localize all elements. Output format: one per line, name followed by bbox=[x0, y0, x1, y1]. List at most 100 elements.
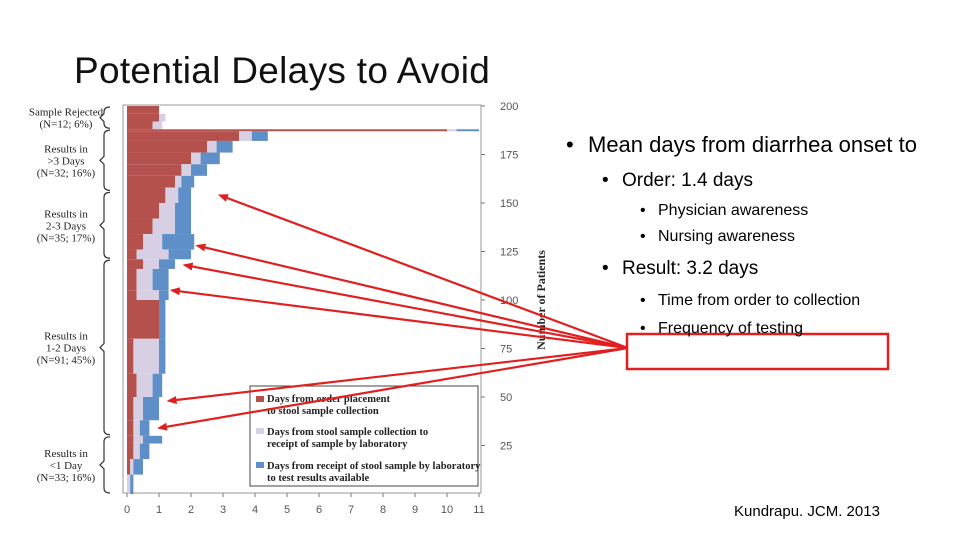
bar-lav-4 bbox=[239, 131, 252, 141]
group-brackets: Sample Rejected(N=12; 6%)Results in>3 Da… bbox=[29, 106, 111, 494]
bar-lav-12 bbox=[143, 234, 163, 250]
group-label-1-0: Results in bbox=[44, 143, 88, 155]
x-tick-label: 3 bbox=[220, 504, 226, 516]
bullet-main: Mean days from diarrhea onset to bbox=[566, 130, 946, 160]
y-axis-ticks: 25 50 75 100 125 150 175 200 bbox=[481, 101, 518, 453]
legend-label-2a: Days from stool sample collection to bbox=[267, 427, 428, 438]
legend-label-3a: Days from receipt of stool sample by lab… bbox=[267, 461, 481, 472]
x-tick-label: 2 bbox=[188, 504, 194, 516]
chart-legend: Days from order placement to stool sampl… bbox=[249, 385, 481, 487]
y-axis-label: Number of Patients bbox=[534, 250, 548, 350]
bullet-order: Order: 1.4 days bbox=[602, 168, 946, 194]
bar-blue-8 bbox=[181, 175, 195, 188]
bar-lav-2 bbox=[152, 121, 163, 130]
bar-blue-12 bbox=[162, 234, 195, 250]
bar-blue-10 bbox=[175, 203, 191, 219]
slide-title: Potential Delays to Avoid bbox=[74, 50, 491, 91]
bar-blue-17 bbox=[159, 300, 166, 339]
citation: Kundrapu. JCM. 2013 bbox=[734, 503, 880, 520]
delay-arrow-4 bbox=[166, 346, 629, 404]
bar-lav-3 bbox=[447, 129, 457, 132]
bar-red-21 bbox=[127, 420, 134, 436]
bar-red-11 bbox=[127, 218, 153, 235]
bar-red-20 bbox=[127, 397, 134, 421]
group-bracket-0 bbox=[99, 106, 111, 129]
bar-red-4 bbox=[127, 131, 239, 141]
bar-lav-6 bbox=[191, 152, 201, 165]
bar-red-12 bbox=[127, 234, 143, 250]
legend-label-3b: to test results available bbox=[267, 473, 370, 484]
group-bracket-2 bbox=[99, 191, 111, 259]
group-label-3-2: (N=91; 45%) bbox=[37, 355, 96, 367]
delay-arrow-2 bbox=[182, 262, 629, 350]
bar-red-0 bbox=[127, 106, 159, 114]
y-tick-label: 50 bbox=[500, 392, 512, 404]
bar-blue-25 bbox=[130, 474, 134, 494]
bar-red-10 bbox=[127, 203, 159, 219]
bar-lav-8 bbox=[175, 175, 182, 188]
bar-lav-1 bbox=[159, 113, 166, 122]
group-label-3-1: 1-2 Days bbox=[46, 343, 86, 355]
bar-blue-20 bbox=[143, 397, 159, 421]
y-tick-label: 25 bbox=[500, 441, 512, 453]
bullet-time-order-collection: Time from order to collection bbox=[640, 288, 946, 314]
y-tick-label: 200 bbox=[500, 101, 518, 113]
bullet-frequency-testing: Frequency of testing bbox=[640, 316, 946, 342]
bar-red-6 bbox=[127, 152, 191, 165]
x-tick-label: 8 bbox=[380, 504, 386, 516]
bar-blue-7 bbox=[191, 164, 207, 176]
bar-lav-13 bbox=[136, 249, 169, 260]
group-label-2-1: 2-3 Days bbox=[46, 220, 86, 232]
bar-lav-19 bbox=[136, 373, 153, 397]
group-label-1-1: >3 Days bbox=[47, 155, 84, 167]
group-label-0-1: (N=12; 6%) bbox=[40, 119, 93, 131]
bullet-result: Result: 3.2 days bbox=[602, 256, 946, 282]
bar-red-1 bbox=[127, 113, 159, 122]
x-tick-label: 4 bbox=[252, 504, 258, 516]
group-label-2-0: Results in bbox=[44, 208, 88, 220]
bar-blue-14 bbox=[159, 259, 175, 269]
bar-lav-14 bbox=[143, 259, 159, 269]
bar-blue-11 bbox=[175, 218, 191, 235]
group-label-3-0: Results in bbox=[44, 331, 88, 343]
bar-blue-13 bbox=[168, 249, 191, 260]
x-tick-label: 11 bbox=[473, 504, 484, 516]
bar-red-7 bbox=[127, 164, 182, 176]
bullet-list: Mean days from diarrhea onset to Order: … bbox=[566, 130, 946, 342]
y-tick-label: 100 bbox=[500, 295, 518, 307]
bar-lav-22 bbox=[133, 435, 143, 444]
bar-blue-19 bbox=[152, 373, 163, 397]
delay-arrow-5 bbox=[157, 346, 629, 431]
bar-lav-15 bbox=[136, 268, 153, 291]
bar-red-24 bbox=[127, 459, 131, 475]
delay-arrow-3 bbox=[169, 287, 629, 350]
legend-box bbox=[249, 385, 479, 487]
bar-blue-21 bbox=[139, 420, 150, 436]
bar-blue-23 bbox=[139, 443, 150, 460]
x-tick-label: 1 bbox=[156, 504, 162, 516]
x-tick-label: 10 bbox=[441, 504, 453, 516]
bar-lav-24 bbox=[130, 459, 134, 475]
group-bracket-1 bbox=[99, 129, 111, 191]
bar-red-5 bbox=[127, 140, 207, 153]
bar-lav-10 bbox=[159, 203, 175, 219]
legend-swatch-red bbox=[256, 396, 264, 402]
bar-blue-3 bbox=[456, 129, 479, 132]
group-label-1-2: (N=32; 16%) bbox=[37, 167, 96, 179]
delay-arrows bbox=[157, 194, 629, 431]
y-tick-label: 175 bbox=[500, 150, 518, 162]
bar-lav-9 bbox=[165, 187, 179, 203]
bar-blue-4 bbox=[251, 131, 268, 141]
bar-lav-7 bbox=[181, 164, 191, 176]
group-label-4-1: <1 Day bbox=[50, 460, 83, 472]
bar-blue-16 bbox=[159, 290, 169, 300]
legend-label-1b: to stool sample collection bbox=[267, 406, 379, 417]
bar-blue-15 bbox=[152, 268, 169, 291]
delay-arrow-0 bbox=[217, 194, 629, 350]
x-tick-label: 7 bbox=[348, 504, 354, 516]
bar-red-17 bbox=[127, 300, 159, 339]
bar-red-16 bbox=[127, 290, 137, 300]
plot-frame bbox=[122, 104, 482, 494]
x-tick-label: 5 bbox=[284, 504, 290, 516]
